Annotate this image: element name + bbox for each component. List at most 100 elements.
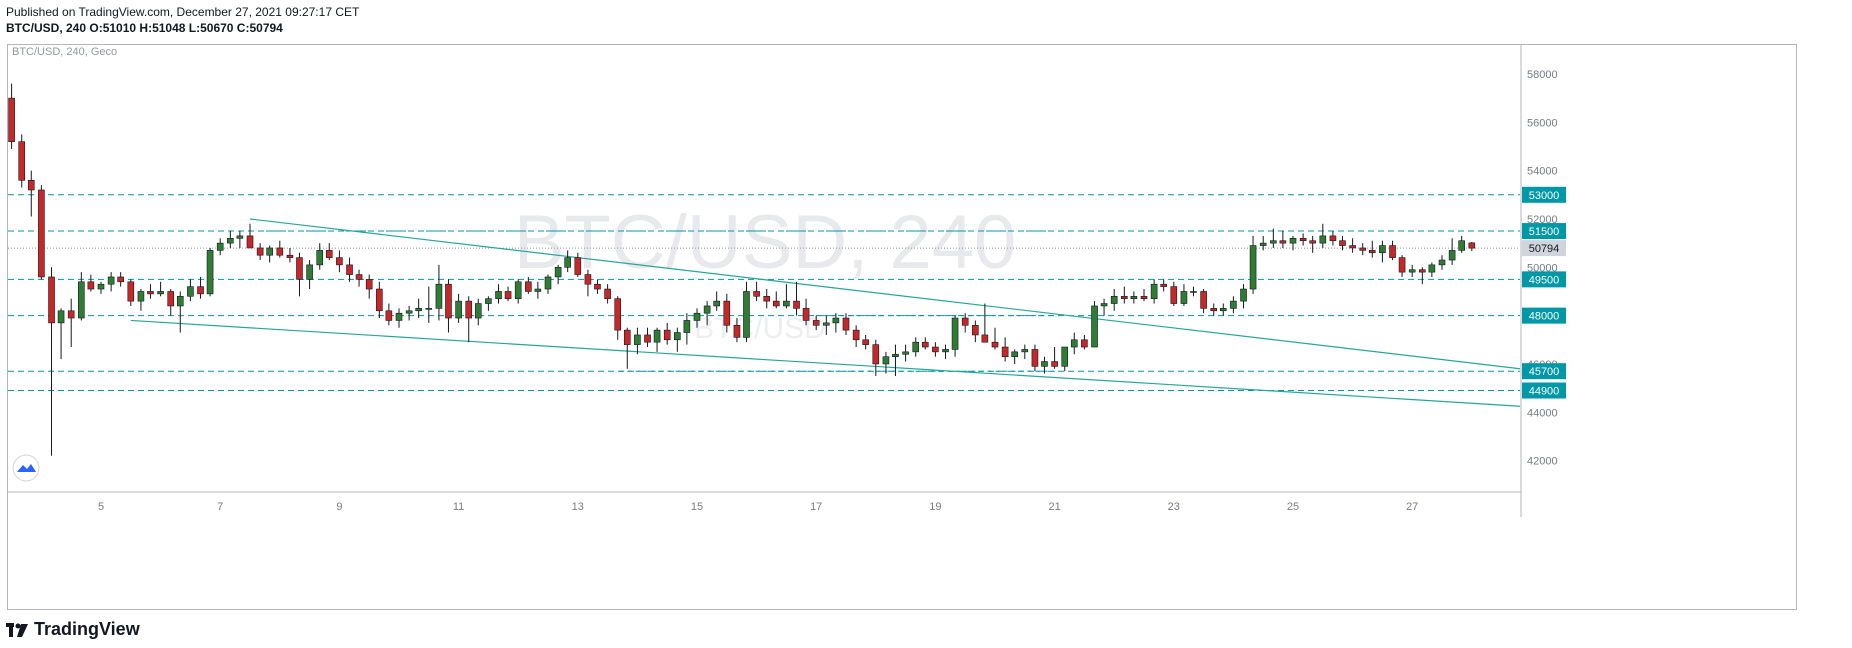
candle-body[interactable]	[932, 346, 939, 353]
candle-body[interactable]	[972, 324, 979, 336]
candle-body[interactable]	[842, 317, 850, 331]
candle-body[interactable]	[1329, 235, 1337, 242]
candle-body[interactable]	[1051, 361, 1058, 367]
candle-body[interactable]	[227, 237, 234, 244]
candle-body[interactable]	[1170, 286, 1178, 304]
candle-body[interactable]	[1270, 240, 1277, 244]
candle-body[interactable]	[57, 310, 65, 324]
candle-body[interactable]	[1041, 361, 1048, 367]
candle-body[interactable]	[912, 341, 920, 353]
candle-body[interactable]	[554, 266, 562, 278]
candle-body[interactable]	[266, 247, 273, 256]
candle-body[interactable]	[455, 300, 462, 319]
candle-body[interactable]	[852, 329, 860, 341]
candle-body[interactable]	[236, 235, 244, 239]
chart-frame[interactable]	[7, 44, 1797, 610]
candle-body[interactable]	[544, 276, 552, 290]
candle-body[interactable]	[693, 312, 701, 321]
candle-body[interactable]	[27, 180, 35, 191]
candle-body[interactable]	[634, 334, 641, 345]
candle-body[interactable]	[534, 288, 542, 292]
candle-body[interactable]	[733, 324, 741, 338]
candle-body[interactable]	[663, 329, 671, 341]
candle-body[interactable]	[8, 97, 15, 142]
candle-body[interactable]	[812, 320, 820, 326]
candle-body[interactable]	[1419, 269, 1426, 273]
candle-body[interactable]	[87, 281, 95, 290]
candle-body[interactable]	[187, 286, 194, 297]
candle-body[interactable]	[376, 288, 383, 312]
candle-body[interactable]	[157, 291, 164, 295]
candle-body[interactable]	[246, 235, 254, 249]
candle-body[interactable]	[1230, 300, 1237, 309]
candle-body[interactable]	[614, 298, 622, 331]
candle-body[interactable]	[1200, 291, 1207, 309]
candle-body[interactable]	[1180, 291, 1188, 304]
candle-body[interactable]	[1100, 303, 1108, 307]
candle-body[interactable]	[1299, 237, 1307, 242]
candle-body[interactable]	[97, 283, 105, 290]
candle-body[interactable]	[1130, 295, 1138, 300]
candle-body[interactable]	[703, 305, 711, 314]
candle-body[interactable]	[1210, 308, 1218, 312]
candle-body[interactable]	[713, 300, 720, 307]
trend-line[interactable]	[130, 319, 1521, 407]
candle-body[interactable]	[564, 257, 571, 268]
candle-body[interactable]	[346, 264, 353, 275]
candle-body[interactable]	[276, 247, 284, 256]
candle-body[interactable]	[772, 300, 780, 307]
candle-body[interactable]	[465, 300, 473, 319]
candle-body[interactable]	[961, 317, 969, 326]
candle-body[interactable]	[1240, 288, 1247, 302]
candle-body[interactable]	[1160, 283, 1167, 287]
candle-body[interactable]	[78, 281, 85, 319]
candle-body[interactable]	[1389, 245, 1396, 258]
candle-body[interactable]	[415, 308, 422, 312]
candle-body[interactable]	[902, 351, 909, 355]
candle-body[interactable]	[584, 274, 592, 285]
candle-body[interactable]	[325, 250, 333, 258]
candle-body[interactable]	[395, 312, 403, 321]
candle-body[interactable]	[1448, 250, 1456, 261]
candle-body[interactable]	[753, 291, 760, 297]
candle-body[interactable]	[514, 281, 522, 300]
candle-body[interactable]	[216, 242, 224, 251]
candle-body[interactable]	[1468, 242, 1476, 249]
candle-body[interactable]	[38, 189, 45, 278]
candle-body[interactable]	[1279, 240, 1287, 244]
candle-body[interactable]	[832, 317, 840, 324]
candle-body[interactable]	[365, 279, 373, 290]
candle-body[interactable]	[683, 320, 691, 333]
candle-body[interactable]	[1349, 245, 1356, 249]
candle-body[interactable]	[623, 329, 631, 345]
candle-body[interactable]	[1458, 240, 1465, 251]
candle-body[interactable]	[206, 250, 214, 295]
candle-body[interactable]	[1121, 295, 1128, 300]
candle-body[interactable]	[1408, 269, 1416, 273]
candle-body[interactable]	[107, 276, 115, 285]
candle-body[interactable]	[1249, 245, 1257, 290]
candle-body[interactable]	[1259, 242, 1267, 246]
candle-body[interactable]	[783, 300, 790, 307]
candle-body[interactable]	[951, 317, 959, 350]
candle-body[interactable]	[1150, 283, 1158, 300]
candle-body[interactable]	[176, 295, 184, 307]
candle-body[interactable]	[1001, 346, 1009, 357]
candle-body[interactable]	[306, 264, 313, 280]
candle-body[interactable]	[425, 308, 433, 310]
candle-body[interactable]	[1021, 349, 1029, 353]
candle-body[interactable]	[67, 310, 75, 319]
candle-body[interactable]	[1319, 235, 1327, 244]
trend-line[interactable]	[249, 218, 1521, 370]
candle-body[interactable]	[574, 257, 582, 275]
candle-body[interactable]	[167, 291, 175, 307]
candle-body[interactable]	[892, 353, 899, 357]
candle-body[interactable]	[882, 356, 890, 365]
candle-body[interactable]	[1011, 351, 1018, 357]
candle-body[interactable]	[385, 310, 393, 321]
candle-body[interactable]	[147, 291, 154, 295]
candle-body[interactable]	[942, 349, 949, 353]
candle-body[interactable]	[117, 276, 124, 283]
candle-body[interactable]	[435, 283, 443, 309]
